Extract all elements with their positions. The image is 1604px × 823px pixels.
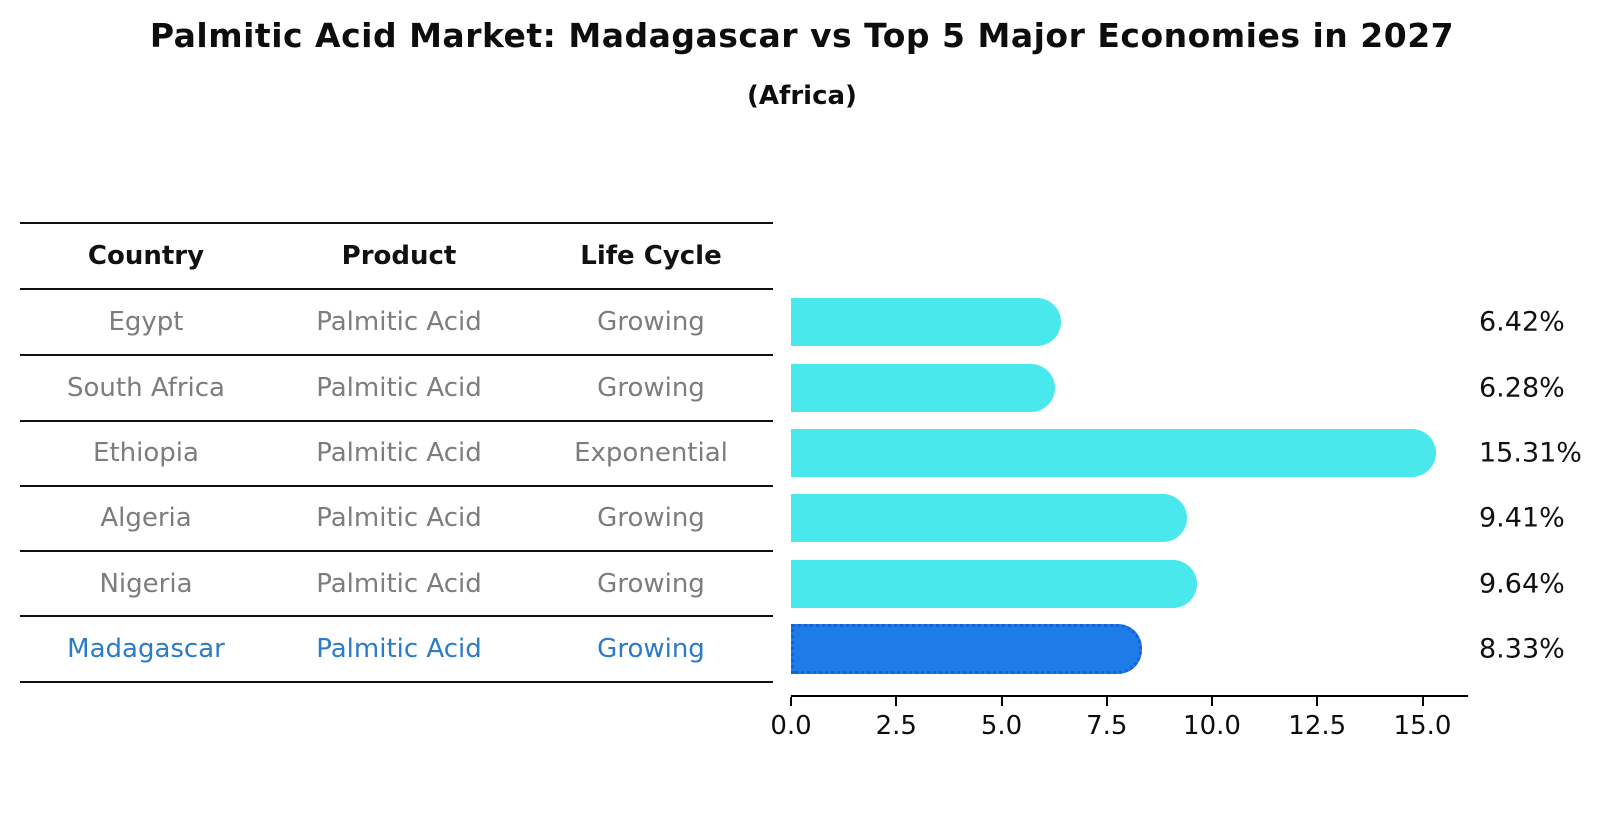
cell-country: South Africa — [67, 373, 225, 403]
page-title: Palmitic Acid Market: Madagascar vs Top … — [149, 16, 1455, 55]
bar-algeria — [791, 494, 1187, 542]
cell-country: Ethiopia — [93, 438, 199, 468]
page-subtitle: (Africa) — [747, 81, 857, 111]
column-header-country: Country — [87, 241, 205, 271]
cell-product: Palmitic Acid — [316, 503, 482, 533]
x-axis-tick — [1211, 697, 1213, 706]
cell-life-cycle: Growing — [597, 373, 705, 403]
cell-life-cycle: Growing — [597, 634, 705, 664]
column-header-life-cycle: Life Cycle — [580, 241, 722, 271]
column-header-product: Product — [341, 241, 457, 271]
x-axis-tick — [1316, 697, 1319, 706]
bar-nigeria — [791, 560, 1197, 608]
cell-product: Palmitic Acid — [316, 634, 482, 664]
bar-value-label: 9.64% — [1479, 568, 1565, 600]
bar-value-label: 8.33% — [1479, 633, 1565, 665]
x-axis-tick — [790, 697, 792, 706]
x-axis-tick-label: 15.0 — [1393, 711, 1452, 741]
cell-product: Palmitic Acid — [316, 307, 482, 337]
x-axis-tick-label: 10.0 — [1183, 711, 1241, 741]
x-axis-tick-label: 5.0 — [980, 711, 1023, 741]
cell-life-cycle: Exponential — [574, 438, 728, 468]
x-axis-tick — [895, 697, 898, 706]
table-line — [20, 419, 773, 422]
x-axis-tick-label: 0.0 — [770, 711, 812, 741]
table-line — [20, 615, 773, 617]
cell-country: Algeria — [100, 503, 192, 533]
cell-product: Palmitic Acid — [316, 438, 482, 468]
x-axis-line — [791, 695, 1468, 697]
bar-value-label: 6.28% — [1479, 372, 1565, 404]
bar-south-africa — [791, 364, 1055, 412]
bar-value-label: 15.31% — [1479, 437, 1582, 469]
bar-value-label: 9.41% — [1479, 502, 1565, 534]
x-axis-tick-label: 2.5 — [875, 711, 917, 741]
cell-country: Nigeria — [99, 569, 193, 599]
table-line — [20, 288, 773, 290]
bar-egypt — [791, 298, 1061, 346]
bar-ethiopia — [791, 429, 1436, 477]
table-line — [20, 550, 773, 552]
table-line — [20, 485, 773, 487]
x-axis-tick — [1421, 697, 1424, 706]
cell-life-cycle: Growing — [597, 307, 705, 337]
bar-value-label: 6.42% — [1479, 306, 1565, 338]
cell-life-cycle: Growing — [597, 569, 705, 599]
bar-madagascar — [791, 624, 1142, 674]
cell-country: Madagascar — [67, 634, 225, 664]
x-axis-tick-label: 12.5 — [1288, 711, 1347, 741]
table-line — [20, 222, 773, 224]
table-line — [20, 680, 773, 683]
cell-product: Palmitic Acid — [316, 569, 482, 599]
x-axis-tick-label: 7.5 — [1086, 711, 1128, 741]
cell-product: Palmitic Acid — [316, 373, 482, 403]
cell-country: Egypt — [108, 307, 184, 337]
table-line — [20, 354, 773, 356]
cell-life-cycle: Growing — [597, 503, 705, 533]
x-axis-tick — [1105, 697, 1108, 706]
x-axis-tick — [1000, 697, 1003, 706]
